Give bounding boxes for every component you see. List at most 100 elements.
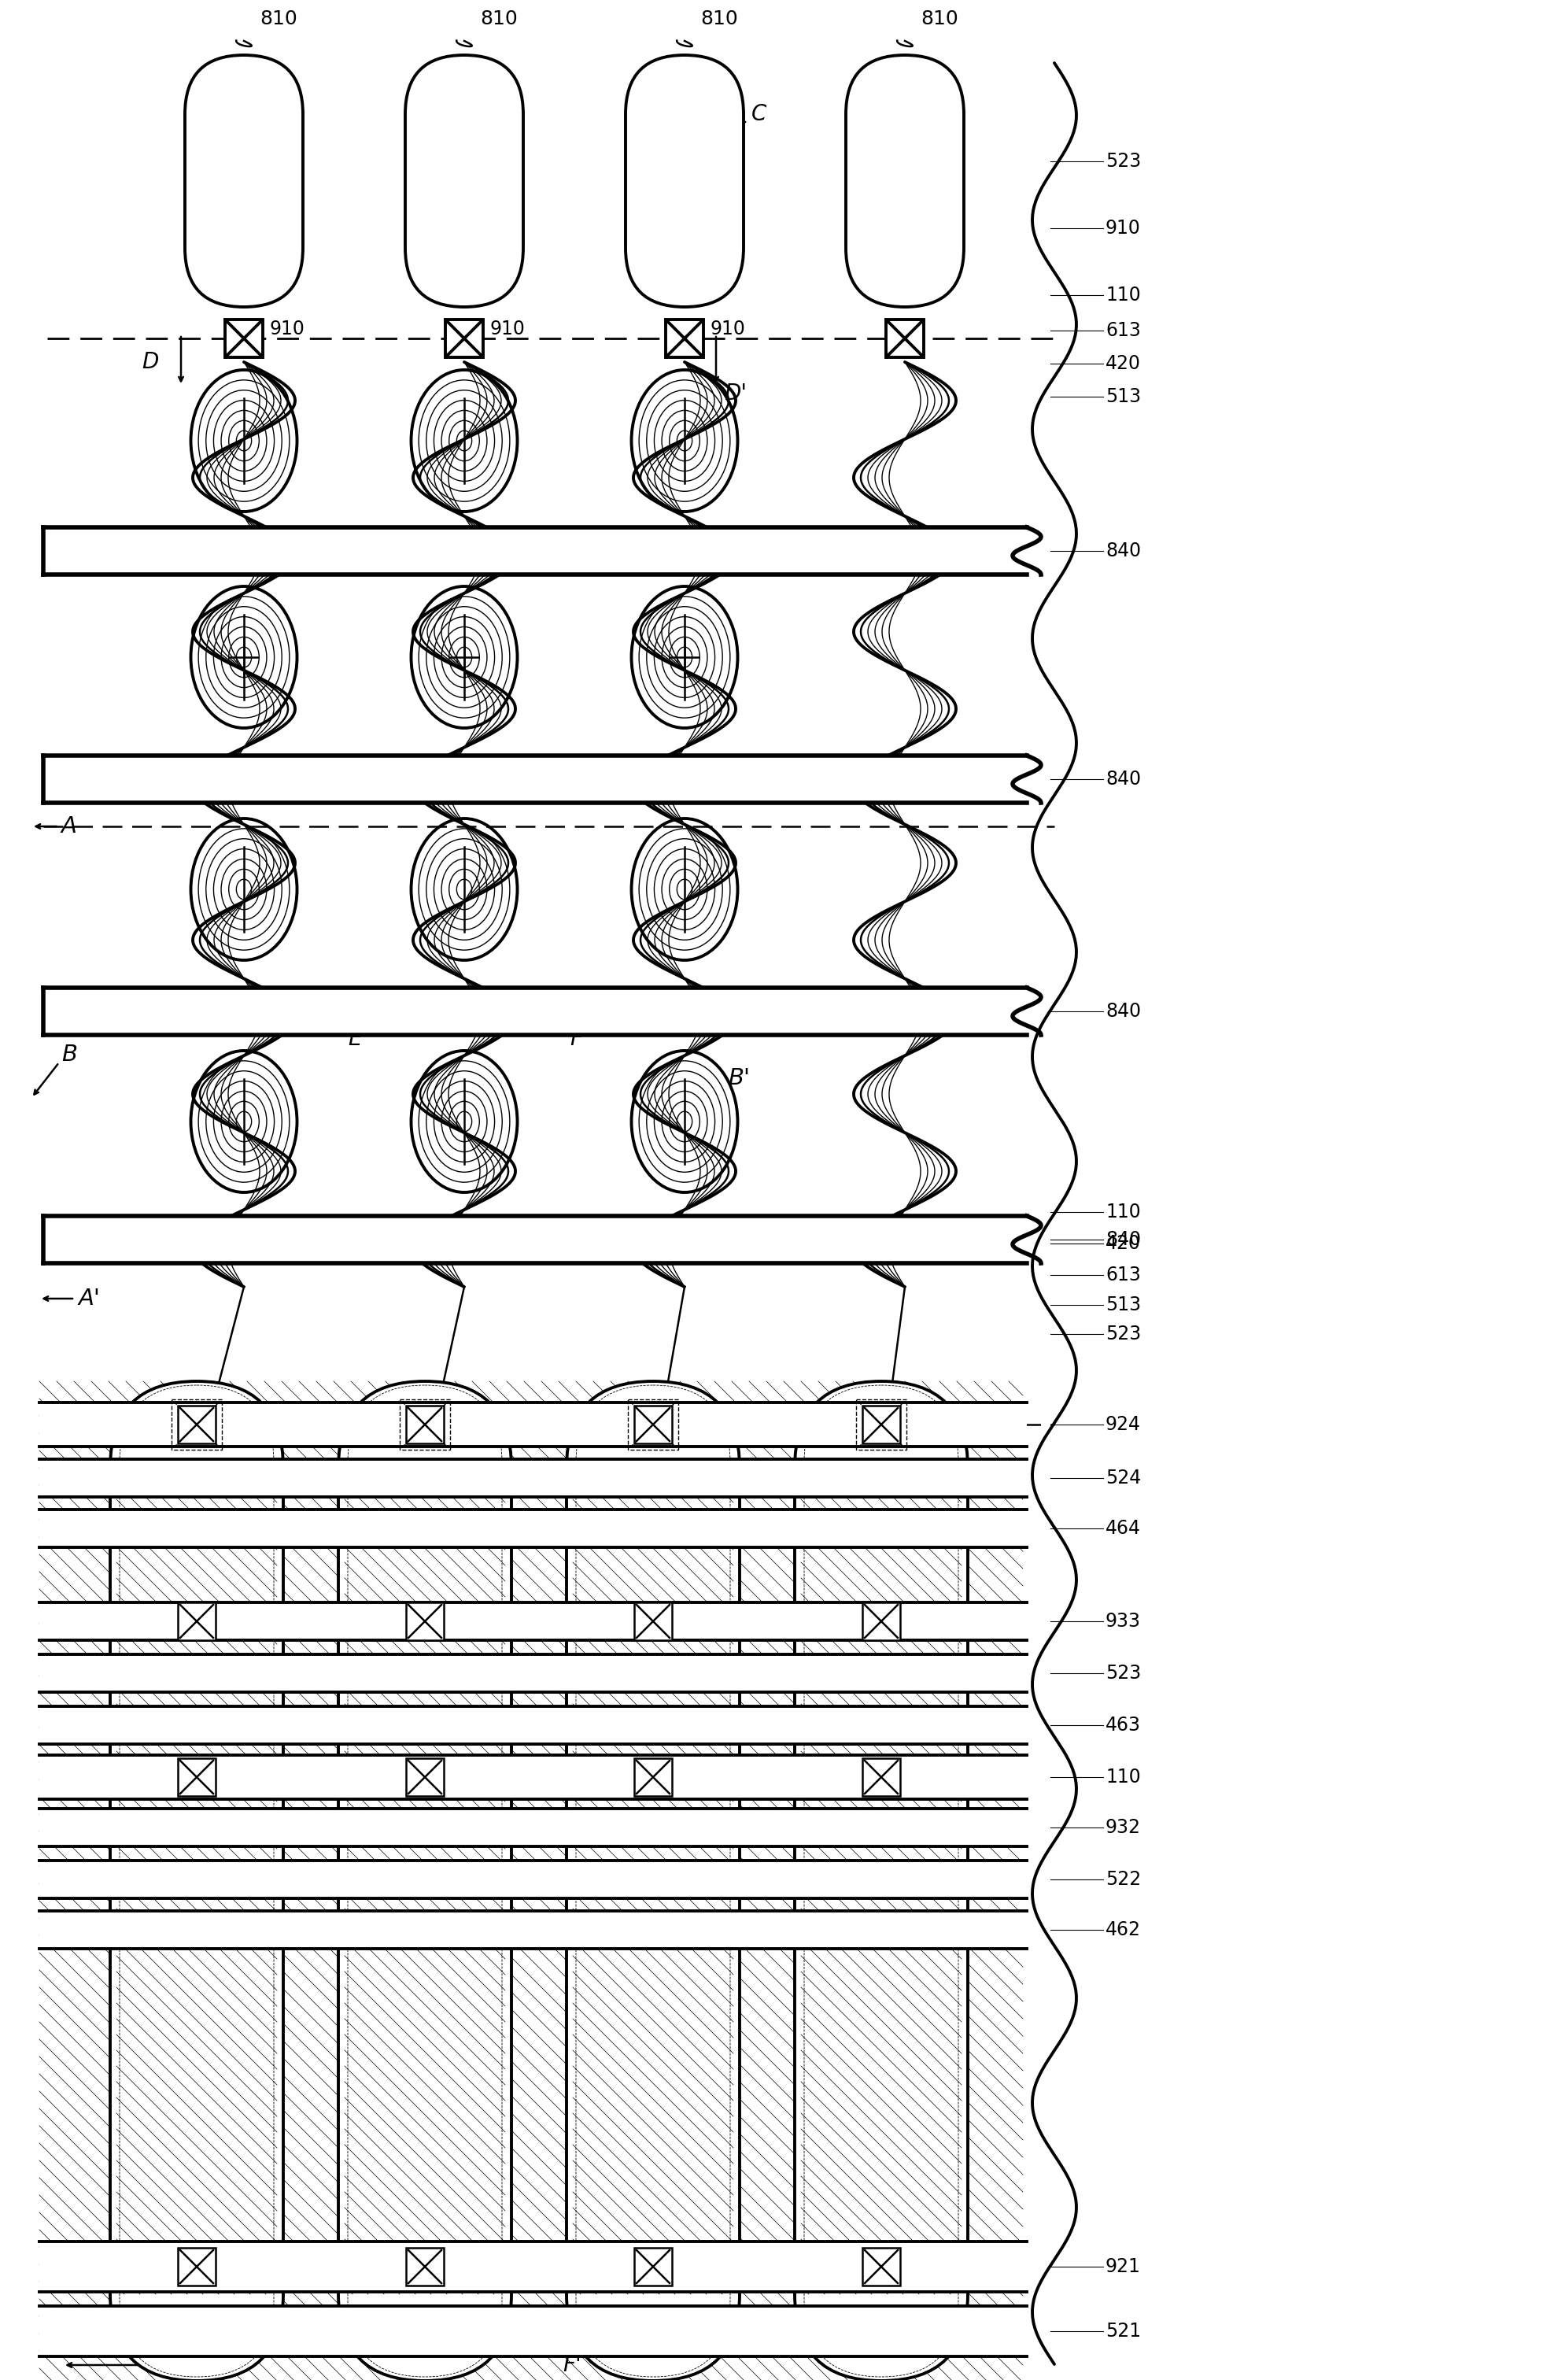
FancyBboxPatch shape bbox=[430, 109, 497, 252]
Text: 933: 933 bbox=[1105, 1611, 1141, 1630]
Bar bbox=[862, 1759, 900, 1797]
Bar bbox=[39, 1861, 1027, 1899]
Text: 463: 463 bbox=[1105, 1716, 1141, 1735]
Text: 910: 910 bbox=[710, 319, 744, 338]
FancyBboxPatch shape bbox=[668, 145, 701, 217]
Bar bbox=[399, 1399, 451, 1449]
Bar bbox=[171, 1399, 222, 1449]
Text: G: G bbox=[81, 1414, 98, 1435]
Text: 521: 521 bbox=[1105, 2323, 1141, 2340]
Text: A': A' bbox=[79, 1288, 101, 1309]
Text: 522: 522 bbox=[1105, 1871, 1141, 1890]
Bar bbox=[634, 1602, 671, 1640]
Bar bbox=[177, 2247, 216, 2285]
Bar bbox=[665, 319, 704, 357]
Bar bbox=[406, 1759, 444, 1797]
Text: 523: 523 bbox=[1105, 152, 1141, 171]
Bar bbox=[39, 1911, 1027, 1949]
Text: 524: 524 bbox=[1105, 1468, 1141, 1488]
Bar bbox=[39, 1602, 1027, 1640]
FancyBboxPatch shape bbox=[423, 90, 507, 271]
Text: 513: 513 bbox=[1105, 1295, 1141, 1314]
Bar bbox=[177, 1759, 216, 1797]
FancyBboxPatch shape bbox=[227, 145, 261, 217]
Text: 810: 810 bbox=[260, 10, 297, 29]
Text: C': C' bbox=[516, 776, 538, 797]
Text: 840: 840 bbox=[1105, 1002, 1141, 1021]
Text: 932: 932 bbox=[1105, 1818, 1141, 1837]
Text: 420: 420 bbox=[1105, 355, 1141, 374]
Bar bbox=[177, 1407, 216, 1442]
FancyBboxPatch shape bbox=[659, 129, 710, 233]
Bar bbox=[862, 2247, 900, 2285]
Text: 910: 910 bbox=[1105, 219, 1141, 238]
Bar bbox=[406, 1407, 444, 1442]
Text: 110: 110 bbox=[1105, 1768, 1141, 1787]
Text: 921: 921 bbox=[1105, 2256, 1141, 2275]
FancyBboxPatch shape bbox=[880, 129, 929, 233]
Text: 613: 613 bbox=[1105, 321, 1141, 340]
Bar bbox=[39, 1459, 1027, 1497]
Text: 613: 613 bbox=[1105, 1266, 1141, 1285]
Bar bbox=[39, 1509, 1027, 1547]
Bar bbox=[856, 1399, 906, 1449]
Bar bbox=[39, 1809, 1027, 1847]
Text: 910: 910 bbox=[490, 319, 525, 338]
Text: 924: 924 bbox=[1105, 1416, 1141, 1435]
Bar bbox=[406, 1602, 444, 1640]
Bar bbox=[44, 754, 1027, 802]
Bar bbox=[634, 2247, 671, 2285]
Text: 110: 110 bbox=[1105, 1202, 1141, 1221]
Bar bbox=[44, 528, 1027, 574]
FancyBboxPatch shape bbox=[185, 55, 303, 307]
Text: 840: 840 bbox=[1105, 1230, 1141, 1250]
Text: A: A bbox=[61, 816, 78, 838]
Bar bbox=[177, 1602, 216, 1640]
Text: 523: 523 bbox=[1105, 1326, 1141, 1342]
Text: 840: 840 bbox=[1105, 769, 1141, 788]
Text: B: B bbox=[61, 1042, 78, 1066]
FancyBboxPatch shape bbox=[339, 1380, 511, 2380]
Bar bbox=[39, 2306, 1027, 2356]
Bar bbox=[44, 988, 1027, 1035]
FancyBboxPatch shape bbox=[651, 109, 718, 252]
Text: 464: 464 bbox=[1105, 1518, 1141, 1537]
FancyBboxPatch shape bbox=[872, 109, 939, 252]
Text: B': B' bbox=[727, 1066, 751, 1090]
Bar bbox=[225, 319, 263, 357]
FancyBboxPatch shape bbox=[219, 129, 269, 233]
FancyBboxPatch shape bbox=[413, 74, 514, 288]
Bar bbox=[628, 1399, 678, 1449]
Bar bbox=[862, 1602, 900, 1640]
Text: E': E' bbox=[162, 2354, 182, 2375]
Bar bbox=[406, 2247, 444, 2285]
FancyBboxPatch shape bbox=[855, 74, 956, 288]
Bar bbox=[39, 1402, 1027, 1447]
FancyBboxPatch shape bbox=[634, 74, 735, 288]
FancyBboxPatch shape bbox=[626, 55, 743, 307]
Bar bbox=[39, 1654, 1027, 1692]
FancyBboxPatch shape bbox=[440, 129, 490, 233]
FancyBboxPatch shape bbox=[110, 1380, 283, 2380]
Bar bbox=[44, 1216, 1027, 1264]
Text: 523: 523 bbox=[1105, 1664, 1141, 1683]
FancyBboxPatch shape bbox=[406, 55, 524, 307]
FancyBboxPatch shape bbox=[889, 145, 922, 217]
Bar bbox=[862, 1407, 900, 1442]
Bar bbox=[39, 1754, 1027, 1799]
Text: 810: 810 bbox=[480, 10, 517, 29]
Text: E: E bbox=[348, 1028, 362, 1050]
FancyBboxPatch shape bbox=[845, 55, 963, 307]
Text: 513: 513 bbox=[1105, 388, 1141, 407]
FancyBboxPatch shape bbox=[210, 109, 278, 252]
Text: 420: 420 bbox=[1105, 1235, 1141, 1252]
Bar bbox=[886, 319, 923, 357]
Text: G': G' bbox=[704, 1414, 727, 1435]
Text: F: F bbox=[570, 1028, 583, 1050]
Bar bbox=[39, 1706, 1027, 1745]
Text: D: D bbox=[141, 350, 159, 374]
Text: 840: 840 bbox=[1105, 543, 1141, 559]
FancyBboxPatch shape bbox=[448, 145, 480, 217]
FancyBboxPatch shape bbox=[642, 90, 727, 271]
Bar bbox=[634, 1407, 671, 1442]
